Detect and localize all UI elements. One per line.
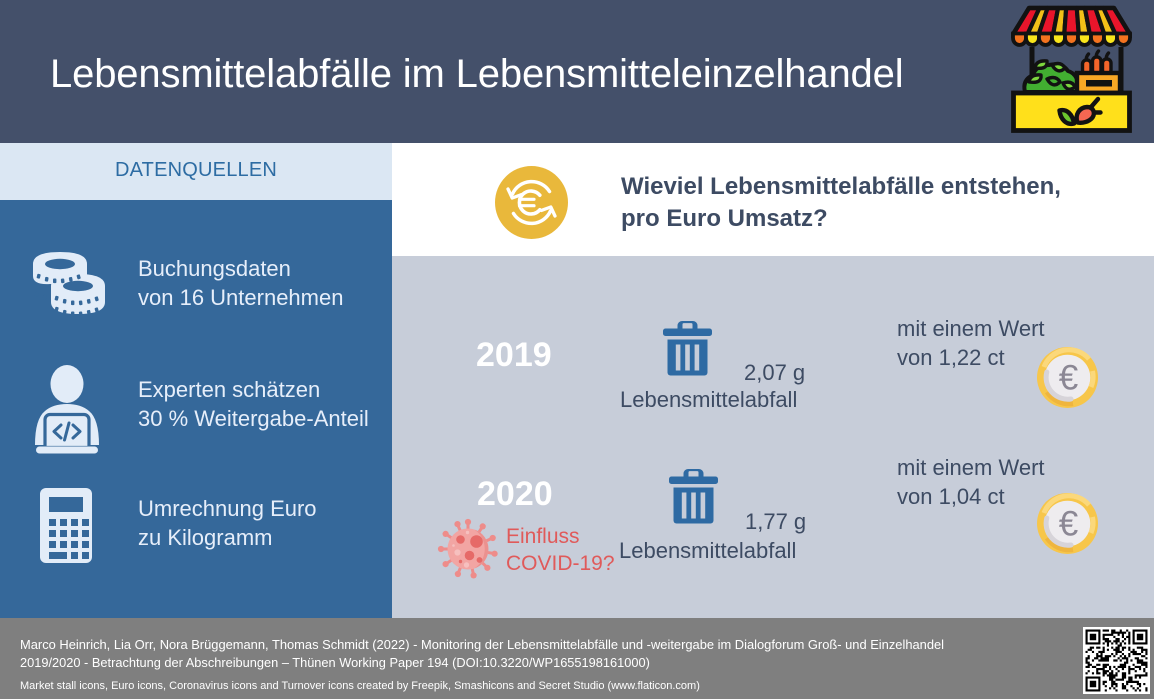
svg-text:€: € bbox=[1059, 505, 1078, 544]
svg-text:€: € bbox=[1059, 359, 1078, 398]
